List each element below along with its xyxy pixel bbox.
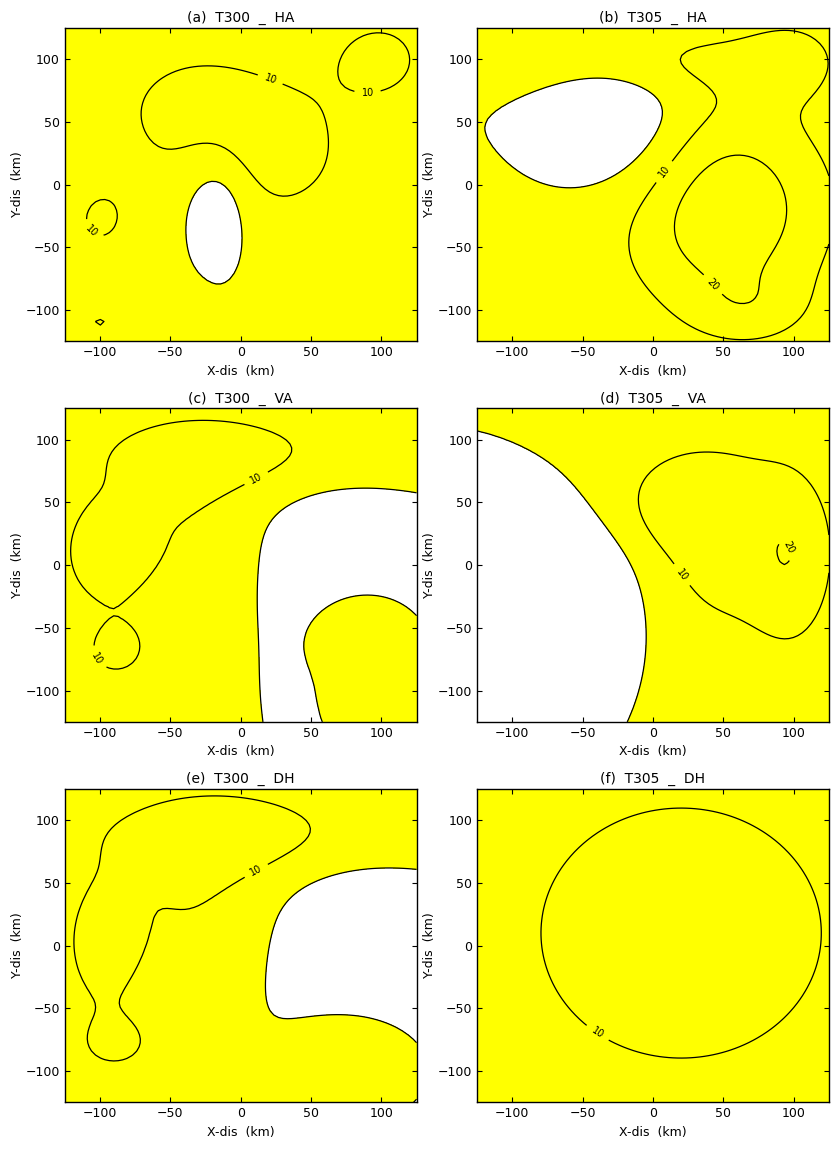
Y-axis label: Y-dis  (km): Y-dis (km)	[423, 152, 437, 217]
X-axis label: X-dis  (km): X-dis (km)	[619, 365, 687, 378]
Title: (c)  T300  _  VA: (c) T300 _ VA	[188, 392, 293, 406]
Y-axis label: Y-dis  (km): Y-dis (km)	[423, 913, 437, 979]
Title: (a)  T300  _  HA: (a) T300 _ HA	[187, 12, 294, 25]
Text: 10: 10	[675, 567, 690, 583]
Text: 10: 10	[656, 164, 672, 179]
X-axis label: X-dis  (km): X-dis (km)	[207, 745, 275, 758]
Text: 20: 20	[706, 276, 721, 292]
Title: (f)  T305  _  DH: (f) T305 _ DH	[601, 772, 706, 787]
Title: (e)  T300  _  DH: (e) T300 _ DH	[186, 772, 295, 787]
Text: 10: 10	[249, 864, 264, 879]
Text: 10: 10	[263, 72, 278, 86]
Title: (d)  T305  _  VA: (d) T305 _ VA	[600, 392, 706, 406]
Y-axis label: Y-dis  (km): Y-dis (km)	[11, 152, 24, 217]
Text: 10: 10	[361, 87, 374, 98]
X-axis label: X-dis  (km): X-dis (km)	[207, 365, 275, 378]
Text: 10: 10	[83, 223, 99, 239]
Text: 20: 20	[782, 539, 796, 555]
Text: 10: 10	[249, 472, 264, 485]
Text: 10: 10	[590, 1026, 605, 1041]
Y-axis label: Y-dis  (km): Y-dis (km)	[11, 532, 24, 598]
X-axis label: X-dis  (km): X-dis (km)	[207, 1126, 275, 1138]
Y-axis label: Y-dis  (km): Y-dis (km)	[11, 913, 24, 979]
Y-axis label: Y-dis  (km): Y-dis (km)	[423, 532, 437, 598]
Title: (b)  T305  _  HA: (b) T305 _ HA	[599, 12, 706, 25]
X-axis label: X-dis  (km): X-dis (km)	[619, 745, 687, 758]
X-axis label: X-dis  (km): X-dis (km)	[619, 1126, 687, 1138]
Text: 10: 10	[89, 651, 104, 666]
